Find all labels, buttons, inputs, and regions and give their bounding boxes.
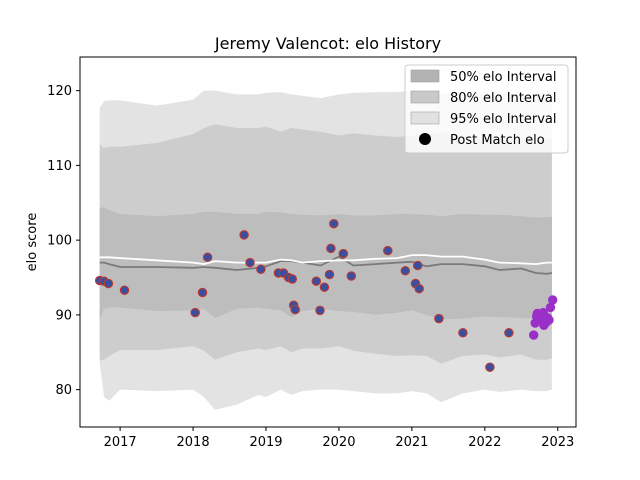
post-match-elo-point xyxy=(256,264,266,275)
plot-frame xyxy=(79,56,577,428)
post-match-elo-point xyxy=(434,313,444,324)
x-tick-label: 2017 xyxy=(104,435,137,450)
y-tick-label: 120 xyxy=(47,84,72,99)
x-tick-label: 2021 xyxy=(395,435,428,450)
x-tick-label: 2023 xyxy=(541,435,574,450)
legend-label: 80% elo Interval xyxy=(450,91,557,106)
recent-post-match-elo-point xyxy=(529,330,539,340)
post-match-elo-point xyxy=(329,218,339,229)
post-match-elo-point xyxy=(338,248,349,259)
post-match-elo-point xyxy=(197,287,208,298)
legend-label: 50% elo Interval xyxy=(450,70,557,85)
post-match-elo-point xyxy=(414,283,424,294)
post-match-elo-point xyxy=(485,362,495,372)
legend-label: 95% elo Interval xyxy=(450,112,557,127)
post-match-elo-point xyxy=(287,274,298,284)
recent-post-match-elo-point xyxy=(548,295,558,305)
chart-title: Jeremy Valencot: elo History xyxy=(214,34,441,53)
post-match-elo-point xyxy=(202,252,213,263)
recent-post-match-elo-point xyxy=(544,315,554,325)
y-tick-label: 80 xyxy=(55,383,72,398)
bands-layer xyxy=(99,90,552,410)
x-axis: 2017 2018 2019 2020 2021 2022 2023 xyxy=(104,427,574,450)
x-tick-label: 2019 xyxy=(249,435,282,450)
legend-swatch xyxy=(410,69,440,83)
points-layer xyxy=(94,218,558,372)
mean-line xyxy=(99,254,552,266)
y-tick-label: 110 xyxy=(47,159,72,174)
post-match-elo-point xyxy=(119,285,130,295)
post-match-elo-point xyxy=(412,260,423,271)
post-match-elo-point xyxy=(324,269,335,280)
legend-swatch xyxy=(410,111,440,125)
post-match-elo-point xyxy=(319,282,330,292)
post-match-elo-point xyxy=(103,278,114,289)
plot-area xyxy=(79,56,577,428)
post-match-elo-point xyxy=(290,304,300,315)
median-line xyxy=(99,255,553,275)
post-match-elo-point xyxy=(383,245,393,256)
x-tick-label: 2018 xyxy=(177,435,210,450)
legend-swatch xyxy=(410,90,440,104)
post-match-elo-point xyxy=(245,257,255,268)
y-axis-label: elo score xyxy=(25,213,40,272)
y-tick-label: 100 xyxy=(47,234,72,249)
legend-frame xyxy=(404,64,569,154)
post-match-elo-point xyxy=(311,276,322,286)
lines-layer xyxy=(99,254,553,275)
post-match-elo-point xyxy=(504,328,514,338)
post-match-elo-point xyxy=(458,328,468,338)
post-match-elo-point xyxy=(346,271,357,281)
legend-marker xyxy=(419,133,431,145)
post-match-elo-point xyxy=(400,266,411,276)
y-tick-label: 90 xyxy=(55,308,72,323)
legend-label: Post Match elo xyxy=(450,133,545,148)
legend: 50% elo Interval 80% elo Interval 95% elo … xyxy=(404,64,569,154)
post-match-elo-point xyxy=(190,307,200,318)
post-match-elo-point xyxy=(326,243,336,254)
post-match-elo-point xyxy=(315,305,325,316)
x-tick-label: 2020 xyxy=(322,435,355,450)
y-axis: 80 90 100 110 120 xyxy=(47,84,80,398)
post-match-elo-point xyxy=(239,230,249,240)
x-tick-label: 2022 xyxy=(468,435,501,450)
